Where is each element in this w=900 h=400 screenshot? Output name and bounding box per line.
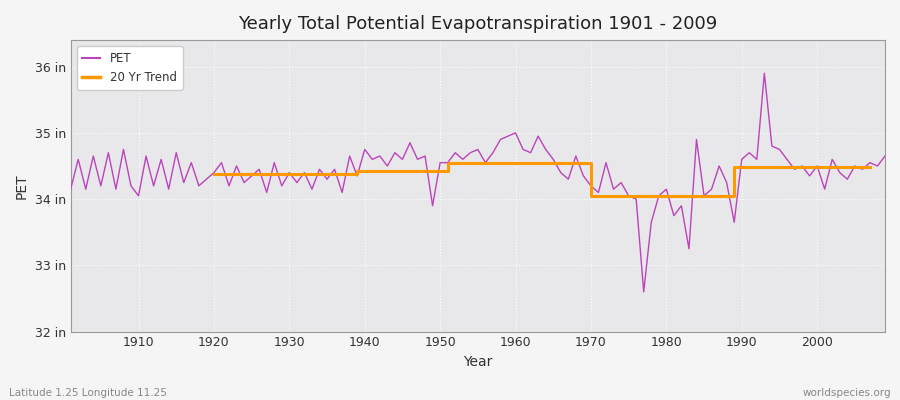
- Y-axis label: PET: PET: [15, 173, 29, 199]
- Text: Latitude 1.25 Longitude 11.25: Latitude 1.25 Longitude 11.25: [9, 388, 166, 398]
- X-axis label: Year: Year: [464, 355, 492, 369]
- Text: worldspecies.org: worldspecies.org: [803, 388, 891, 398]
- Legend: PET, 20 Yr Trend: PET, 20 Yr Trend: [76, 46, 183, 90]
- Title: Yearly Total Potential Evapotranspiration 1901 - 2009: Yearly Total Potential Evapotranspiratio…: [238, 15, 717, 33]
